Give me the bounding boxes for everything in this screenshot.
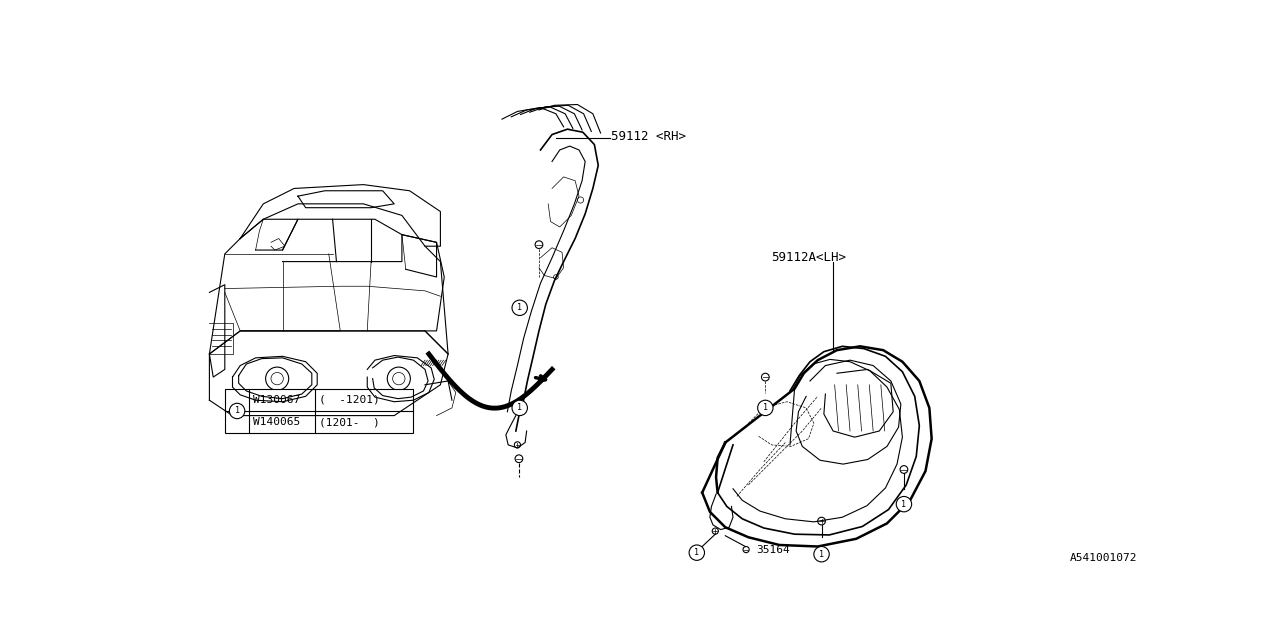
Circle shape xyxy=(900,466,908,474)
Circle shape xyxy=(512,300,527,316)
Text: 1: 1 xyxy=(517,403,522,412)
Text: 35164: 35164 xyxy=(756,545,790,555)
Text: 1: 1 xyxy=(819,550,824,559)
Text: 59112 <RH>: 59112 <RH> xyxy=(612,131,686,143)
Text: 1: 1 xyxy=(901,500,906,509)
Text: 59112A<LH>: 59112A<LH> xyxy=(772,252,846,264)
Circle shape xyxy=(229,403,244,419)
Text: W140065: W140065 xyxy=(253,417,301,427)
Text: W130067: W130067 xyxy=(253,395,301,405)
Circle shape xyxy=(818,517,826,525)
Text: (  -1201): ( -1201) xyxy=(319,395,379,405)
Text: 1: 1 xyxy=(694,548,699,557)
Circle shape xyxy=(758,400,773,415)
Circle shape xyxy=(762,373,769,381)
Circle shape xyxy=(742,547,749,553)
Bar xyxy=(225,388,413,433)
Circle shape xyxy=(814,547,829,562)
Circle shape xyxy=(515,442,521,448)
Text: (1201-  ): (1201- ) xyxy=(319,417,379,427)
Circle shape xyxy=(896,497,911,512)
Circle shape xyxy=(689,545,704,561)
Circle shape xyxy=(535,241,543,248)
Circle shape xyxy=(512,400,527,415)
Text: 1: 1 xyxy=(763,403,768,412)
Text: 1: 1 xyxy=(517,303,522,312)
Text: 1: 1 xyxy=(234,406,239,415)
Circle shape xyxy=(712,528,718,534)
Circle shape xyxy=(515,455,522,463)
Text: A541001072: A541001072 xyxy=(1070,553,1137,563)
